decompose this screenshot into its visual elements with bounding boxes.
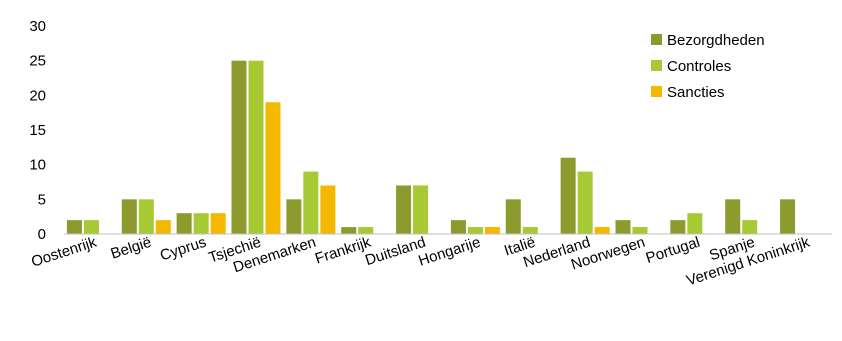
bar-controles-3	[248, 60, 264, 234]
bar-bezorgdheden-7	[450, 220, 466, 234]
y-tick-label: 30	[29, 18, 46, 35]
bar-controles-2	[193, 213, 209, 234]
legend-swatch	[651, 34, 662, 45]
y-tick-label: 0	[38, 226, 46, 243]
bar-bezorgdheden-6	[396, 185, 412, 234]
bar-bezorgdheden-10	[615, 220, 631, 234]
y-tick-label: 15	[29, 122, 46, 139]
x-tick-label: België	[109, 234, 154, 263]
bar-controles-8	[522, 227, 538, 234]
bar-bezorgdheden-2	[176, 213, 192, 234]
x-tick-label: Duitsland	[363, 234, 428, 269]
legend-swatch	[651, 60, 662, 71]
x-tick-label: Hongarije	[416, 234, 482, 270]
legend-label: Bezorgdheden	[667, 32, 765, 49]
bar-bezorgdheden-13	[780, 199, 796, 234]
bar-bezorgdheden-3	[231, 60, 247, 234]
bar-controles-0	[83, 220, 99, 234]
bar-sancties-4	[320, 185, 336, 234]
bar-sancties-9	[594, 227, 610, 234]
y-tick-label: 10	[29, 157, 46, 174]
bar-controles-5	[358, 227, 374, 234]
bar-bezorgdheden-1	[121, 199, 137, 234]
bar-controles-7	[467, 227, 483, 234]
bar-controles-4	[303, 171, 319, 234]
legend-swatch	[651, 86, 662, 97]
legend: Bezorgdheden Controles Sancties	[651, 32, 765, 101]
bar-bezorgdheden-8	[505, 199, 521, 234]
y-tick-label: 25	[29, 53, 46, 70]
bar-bezorgdheden-11	[670, 220, 686, 234]
bar-sancties-7	[484, 227, 500, 234]
bars	[66, 60, 796, 235]
y-tick-label: 20	[29, 87, 46, 104]
bar-controles-11	[687, 213, 703, 234]
y-axis: 0 5 10 15 20 25 30	[29, 18, 46, 243]
bar-controles-6	[413, 185, 429, 234]
bar-controles-10	[632, 227, 648, 234]
y-tick-label: 5	[38, 191, 46, 208]
x-tick-label: Frankrijk	[313, 233, 373, 267]
x-tick-label: Cyprus	[158, 234, 208, 265]
bar-controles-1	[138, 199, 154, 234]
bar-bezorgdheden-12	[725, 199, 741, 234]
legend-label: Sancties	[667, 84, 725, 101]
x-tick-label: Portugal	[644, 234, 702, 267]
x-axis-labels: Oostenrijk België CyprusTsjechiëDenemarken…	[29, 233, 812, 289]
bar-bezorgdheden-9	[560, 157, 576, 234]
bar-bezorgdheden-4	[286, 199, 302, 234]
legend-label: Controles	[667, 58, 731, 75]
bar-sancties-2	[210, 213, 226, 234]
bar-bezorgdheden-0	[66, 220, 82, 234]
bar-bezorgdheden-5	[341, 227, 357, 234]
bar-sancties-1	[155, 220, 171, 234]
bar-controles-12	[742, 220, 758, 234]
bar-controles-9	[577, 171, 593, 234]
bar-sancties-3	[265, 102, 281, 235]
